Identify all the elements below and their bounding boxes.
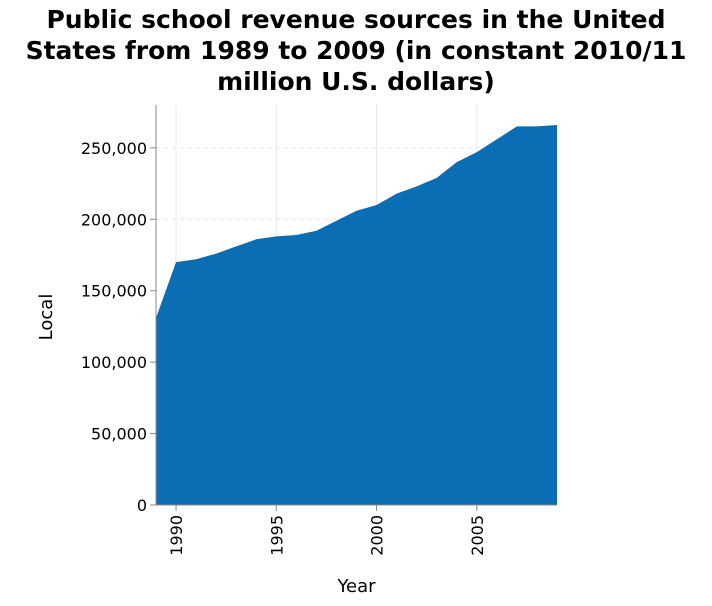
y-axis-label: Local xyxy=(36,294,57,341)
area-series-local xyxy=(156,125,557,505)
x-axis-label: Year xyxy=(336,576,376,597)
chart-title: Public school revenue sources in the Uni… xyxy=(0,4,712,97)
area-series xyxy=(156,125,557,505)
chart-title-line-2: States from 1989 to 2009 (in constant 20… xyxy=(25,36,687,65)
y-tick-label: 150,000 xyxy=(81,282,147,301)
x-tick-label: 1995 xyxy=(267,515,286,556)
y-tick-label: 200,000 xyxy=(81,210,147,229)
x-axis-ticks: 1990 1995 2000 2005 xyxy=(167,505,487,556)
y-tick-label: 250,000 xyxy=(81,139,147,158)
axes xyxy=(155,105,557,506)
y-axis-ticks: 0 50,000 100,000 150,000 200,000 250,000 xyxy=(81,139,156,515)
y-tick-label: 0 xyxy=(137,496,147,515)
x-tick-label: 1990 xyxy=(167,515,186,556)
y-tick-label: 50,000 xyxy=(91,425,147,444)
chart-title-line-1: Public school revenue sources in the Uni… xyxy=(46,5,666,34)
x-tick-label: 2005 xyxy=(468,515,487,556)
y-tick-label: 100,000 xyxy=(81,353,147,372)
x-tick-label: 2000 xyxy=(368,515,387,556)
chart-title-line-3: million U.S. dollars) xyxy=(217,67,495,96)
